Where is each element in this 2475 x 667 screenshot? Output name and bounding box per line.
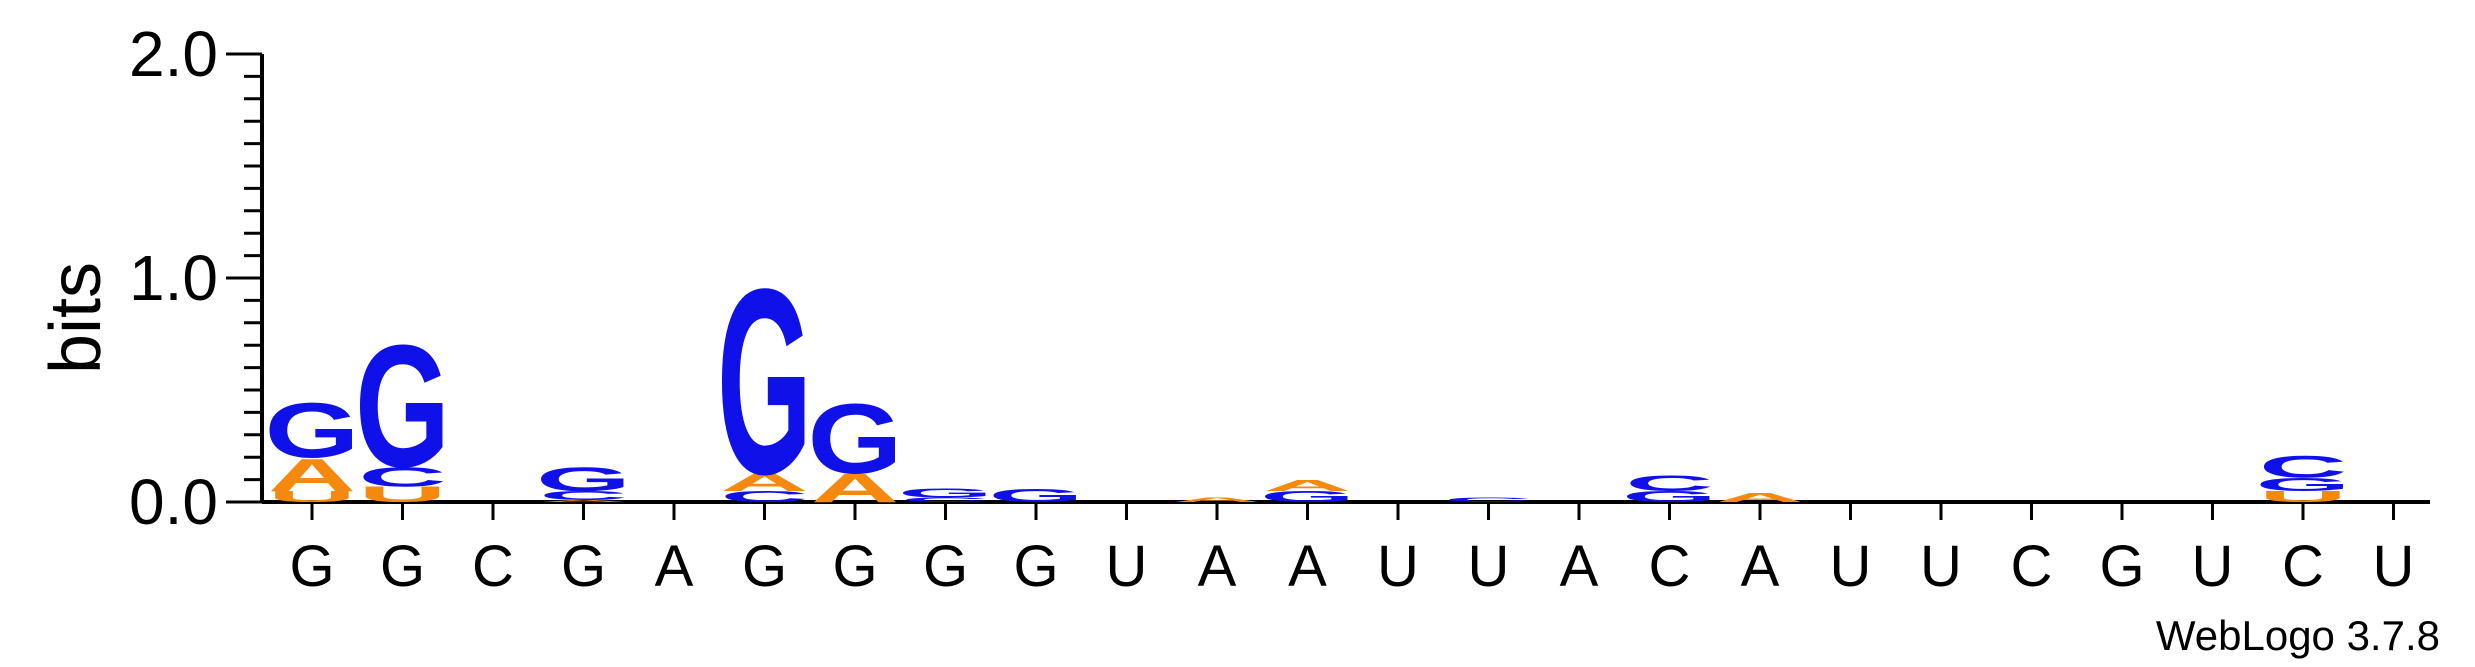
logo-letter-G: G — [898, 486, 993, 500]
position-label: A — [655, 534, 694, 599]
position-label: A — [1560, 534, 1599, 599]
position-label: G — [380, 534, 425, 599]
logo-letter-G: G — [988, 485, 1083, 506]
logo-letter-G: G — [355, 309, 450, 503]
y-tick-label: 0.0 — [129, 466, 218, 538]
position-label: C — [1649, 534, 1691, 599]
position-label: U — [2373, 534, 2415, 599]
position-label: U — [2192, 534, 2234, 599]
position-label: C — [2282, 534, 2324, 599]
position-label: U — [1106, 534, 1148, 599]
position-label: G — [1013, 534, 1058, 599]
logo-letter-G: G — [536, 460, 631, 498]
position-label: G — [832, 534, 877, 599]
logo-letter-A: A — [1263, 477, 1351, 494]
position-label: G — [289, 534, 334, 599]
position-label: G — [561, 534, 606, 599]
logo-letter-A: A — [1173, 496, 1261, 503]
position-label: G — [923, 534, 968, 599]
y-axis-label: bits — [36, 262, 116, 374]
position-label: U — [1920, 534, 1962, 599]
position-label: A — [1741, 534, 1780, 599]
position-label: U — [1377, 534, 1419, 599]
position-label: C — [472, 534, 514, 599]
logo-letter-C: C — [1444, 496, 1532, 503]
logo-letter-G: G — [717, 234, 812, 529]
y-tick-label: 1.0 — [129, 242, 218, 314]
position-label: G — [2099, 534, 2144, 599]
axes — [226, 54, 2430, 520]
y-tick-label: 2.0 — [129, 18, 218, 90]
logo-letter-G: G — [264, 387, 359, 474]
logo-letter-C: C — [1625, 471, 1713, 495]
position-label: A — [1198, 534, 1237, 599]
footer-label: WebLogo 3.7.8 — [2156, 612, 2440, 659]
position-label: C — [2011, 534, 2053, 599]
position-label: G — [742, 534, 787, 599]
logo-letter-A: A — [1716, 491, 1804, 505]
position-label: U — [1830, 534, 1872, 599]
logo-letter-G: G — [807, 383, 902, 495]
position-label: U — [1468, 534, 1510, 599]
logo-letter-C: C — [2259, 449, 2347, 484]
position-label: A — [1288, 534, 1327, 599]
